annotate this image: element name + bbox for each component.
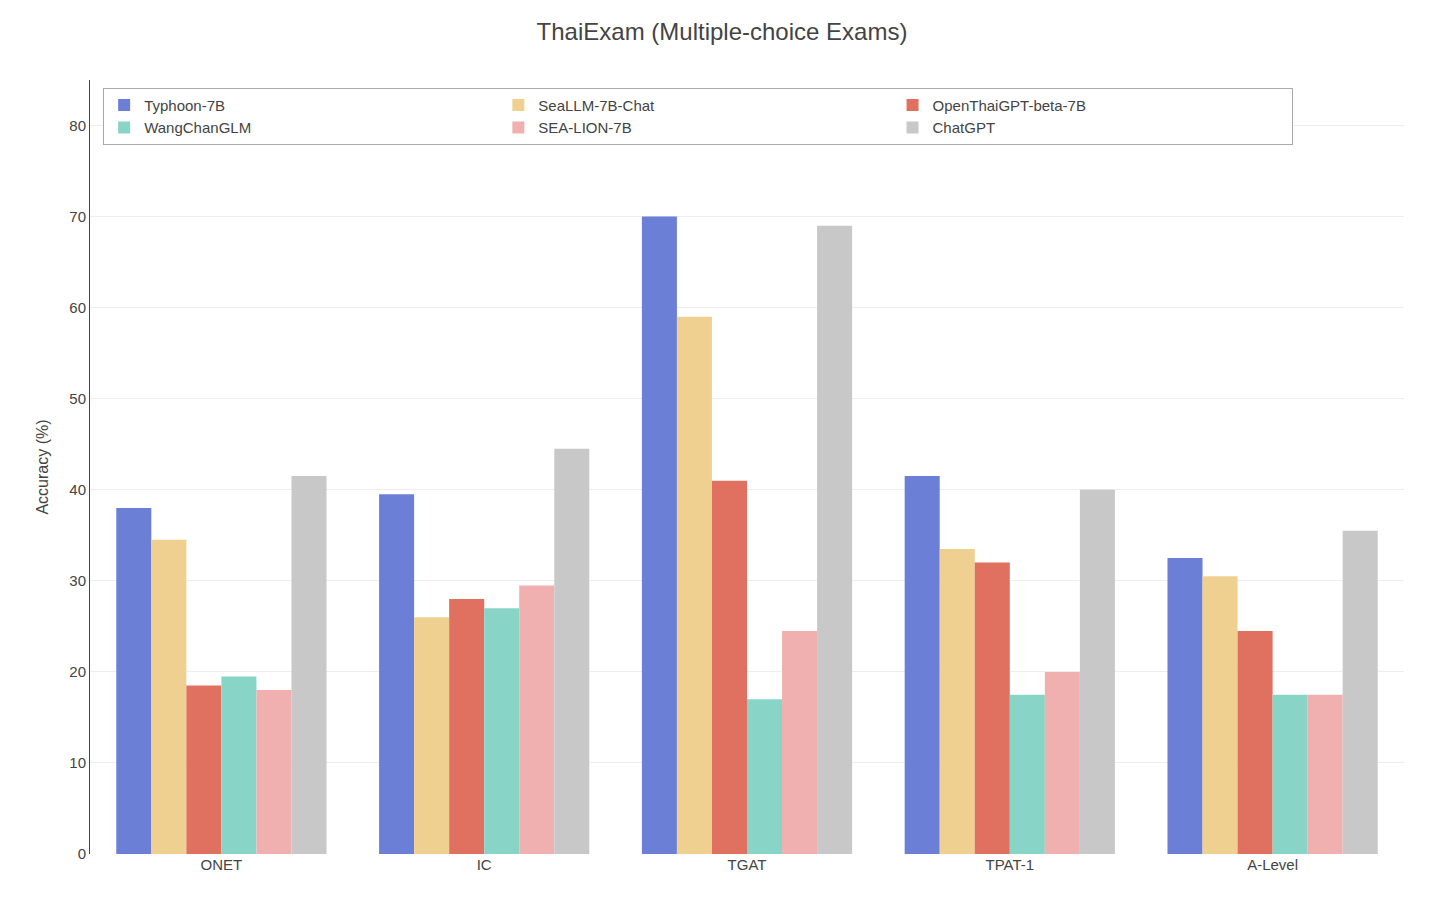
svg-text:60: 60	[69, 299, 86, 316]
svg-text:SeaLLM-7B-Chat: SeaLLM-7B-Chat	[538, 97, 655, 114]
svg-text:WangChanGLM: WangChanGLM	[144, 119, 251, 136]
svg-text:40: 40	[69, 481, 86, 498]
svg-text:20: 20	[69, 663, 86, 680]
svg-text:80: 80	[69, 117, 86, 134]
svg-text:0: 0	[78, 845, 86, 862]
svg-text:Accuracy (%): Accuracy (%)	[34, 419, 51, 514]
svg-text:ChatGPT: ChatGPT	[933, 119, 996, 136]
svg-text:SEA-LION-7B: SEA-LION-7B	[538, 119, 631, 136]
svg-text:OpenThaiGPT-beta-7B: OpenThaiGPT-beta-7B	[933, 97, 1086, 114]
svg-text:A-Level: A-Level	[1247, 856, 1298, 873]
svg-text:30: 30	[69, 572, 86, 589]
svg-text:10: 10	[69, 754, 86, 771]
svg-text:Typhoon-7B: Typhoon-7B	[144, 97, 225, 114]
svg-text:TGAT: TGAT	[728, 856, 767, 873]
svg-text:ThaiExam (Multiple-choice Exam: ThaiExam (Multiple-choice Exams)	[537, 18, 908, 45]
svg-text:50: 50	[69, 390, 86, 407]
svg-text:IC: IC	[477, 856, 492, 873]
svg-text:70: 70	[69, 208, 86, 225]
svg-text:ONET: ONET	[201, 856, 243, 873]
svg-text:TPAT-1: TPAT-1	[985, 856, 1034, 873]
